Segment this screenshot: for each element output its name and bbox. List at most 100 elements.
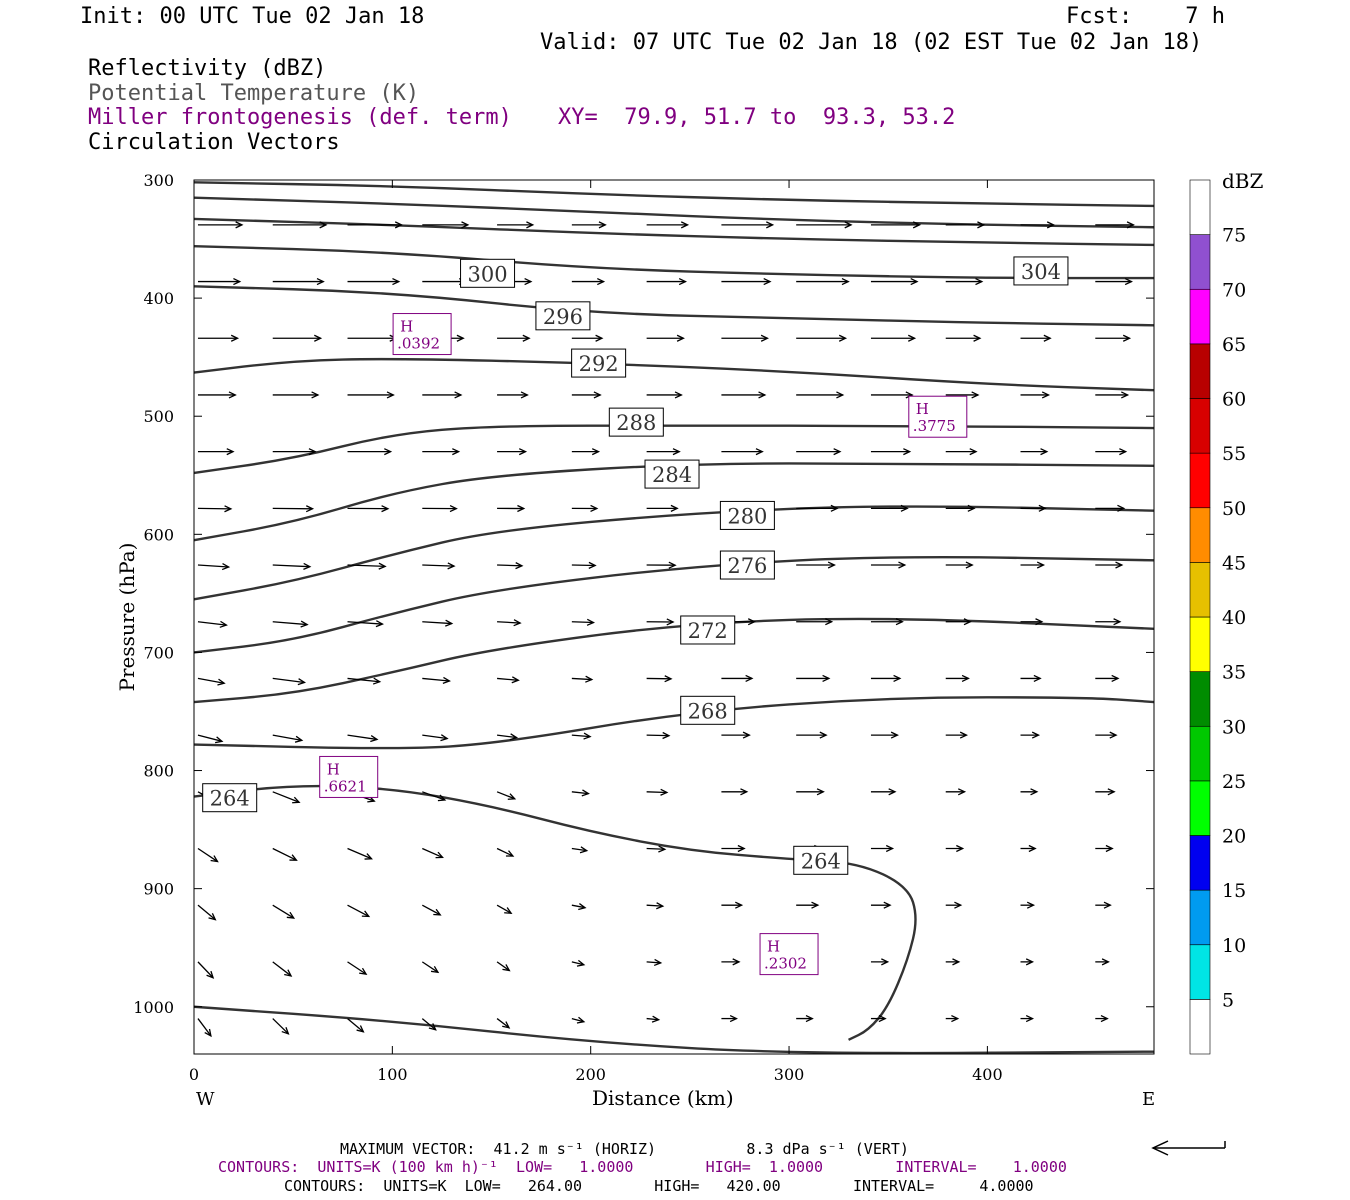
circulation-vector-head xyxy=(593,391,602,399)
circulation-vector xyxy=(272,791,300,803)
circulation-vector-head xyxy=(1121,391,1130,399)
circulation-vector-head xyxy=(1105,844,1114,853)
circulation-vector-head xyxy=(1025,958,1035,966)
x-tick-label: 100 xyxy=(377,1065,408,1084)
circulation-vector-head xyxy=(742,731,751,739)
circulation-vector-head xyxy=(670,504,679,512)
circulation-vector-head xyxy=(433,908,442,916)
circulation-vector-head xyxy=(292,796,301,804)
circulation-vector-head xyxy=(515,562,524,570)
circulation-vector xyxy=(646,847,665,850)
circulation-vector-head xyxy=(361,910,371,918)
contour-label-box xyxy=(719,550,775,580)
contour-labels: 300 304 296 292 288 284 280 276 272 268 264 264 xyxy=(202,256,1069,875)
circulation-vector-head xyxy=(591,448,601,456)
frontogenesis-max-value: .3775 xyxy=(913,417,956,435)
frontogenesis-max-box xyxy=(759,933,819,976)
circulation-vector xyxy=(496,847,514,857)
circulation-vector xyxy=(272,734,302,742)
circulation-vector-head xyxy=(300,620,309,628)
circulation-vector-head xyxy=(224,505,233,513)
circulation-vector xyxy=(272,677,305,684)
circulation-vector-head xyxy=(437,794,447,802)
circulation-vector-head xyxy=(1103,901,1112,909)
axes: 0 100 200 300 400 300 400 500 600 700 800 900 1000 xyxy=(133,171,1154,1084)
colorbar-swatch xyxy=(1189,780,1211,836)
contour-label: 284 xyxy=(644,459,700,489)
circulation-vector-head xyxy=(428,1023,437,1031)
circulation-vector-head xyxy=(971,391,980,399)
circulation-vector-head xyxy=(841,277,850,286)
circulation-vector-head xyxy=(578,903,587,911)
valid-time: Valid: 07 UTC Tue 02 Jan 18 (02 EST Tue … xyxy=(540,30,1203,55)
circulation-vector xyxy=(571,734,591,738)
circulation-vector xyxy=(571,847,587,852)
circulation-vector xyxy=(347,734,378,741)
circulation-vector-head xyxy=(740,788,749,796)
circulation-vector-head xyxy=(585,675,594,683)
circulation-vector xyxy=(496,961,510,972)
circulation-vector xyxy=(497,677,519,681)
circulation-vector-head xyxy=(297,678,307,686)
reflectivity-colorbar: 5 10 15 20 25 30 35 40 45 50 55 60 65 70 75 xyxy=(1189,179,1246,1055)
frontogenesis-max-value: .6621 xyxy=(324,777,367,795)
contour-label-text: 296 xyxy=(543,305,583,329)
circulation-vector-head xyxy=(518,448,528,456)
contour-label-box xyxy=(535,301,591,331)
circulation-vector xyxy=(197,961,214,979)
theta-contour-line xyxy=(193,556,1155,654)
circulation-vector xyxy=(646,961,661,964)
circulation-vector-head xyxy=(816,788,825,796)
circulation-vector-head xyxy=(359,967,368,975)
circulation-vector xyxy=(197,1018,212,1037)
circulation-vector-head xyxy=(766,221,775,229)
circulation-vector-head xyxy=(597,277,606,286)
theta-contours xyxy=(193,181,1155,1055)
circulation-vector xyxy=(646,904,663,907)
colorbar-swatch xyxy=(1189,725,1211,782)
colorbar-level-label: 75 xyxy=(1222,225,1246,247)
circulation-vector xyxy=(347,564,386,568)
circulation-vector-head xyxy=(885,844,895,853)
circulation-vector xyxy=(497,621,521,624)
colorbar-swatch xyxy=(1189,671,1211,727)
circulation-vector-head xyxy=(732,958,741,966)
circulation-vector-head xyxy=(905,391,914,399)
circulation-vector-head xyxy=(595,334,604,342)
circulation-vector xyxy=(197,904,216,921)
forecast-hour: Fcst: 7 h xyxy=(1066,4,1225,29)
circulation-vector-head xyxy=(1036,561,1046,569)
contour-label-box xyxy=(680,615,736,645)
circulation-vector xyxy=(497,564,522,567)
colorbar-level-label: 30 xyxy=(1222,716,1246,738)
circulation-vector-head xyxy=(763,277,772,286)
circulation-vector-head xyxy=(838,334,848,342)
contour-label: 276 xyxy=(719,550,775,580)
x-east-label: E xyxy=(1142,1089,1155,1110)
circulation-vector-head xyxy=(316,277,325,286)
field-circulation-vectors: Circulation Vectors xyxy=(88,130,340,155)
contour-label: 264 xyxy=(793,845,849,875)
y-tick-label: 900 xyxy=(143,880,174,899)
theta-contour-line xyxy=(193,424,1155,475)
circulation-vector xyxy=(422,847,443,859)
contour-label-box xyxy=(202,783,258,813)
colorbar-level-label: 35 xyxy=(1222,662,1246,684)
frontogenesis-max-marker: H.3775 xyxy=(908,395,968,438)
frontogenesis-max-marker: H.2302 xyxy=(759,933,819,976)
circulation-vector-head xyxy=(1031,731,1041,739)
frontogenesis-max-label: H xyxy=(327,760,340,778)
colorbar-unit: dBZ xyxy=(1222,169,1264,193)
circulation-vector xyxy=(272,1018,289,1035)
init-time: Init: 00 UTC Tue 02 Jan 18 xyxy=(80,4,425,29)
y-tick-label: 700 xyxy=(143,643,174,662)
circulation-vector xyxy=(646,734,669,737)
colorbar-swatch xyxy=(1189,398,1211,454)
contour-label: 280 xyxy=(719,500,775,530)
circulation-vector-head xyxy=(579,846,589,854)
theta-contour-line xyxy=(193,357,1155,392)
contour-label-text: 304 xyxy=(1021,260,1061,284)
circulation-vector-head xyxy=(1030,788,1039,796)
circulation-vector-head xyxy=(372,677,382,685)
